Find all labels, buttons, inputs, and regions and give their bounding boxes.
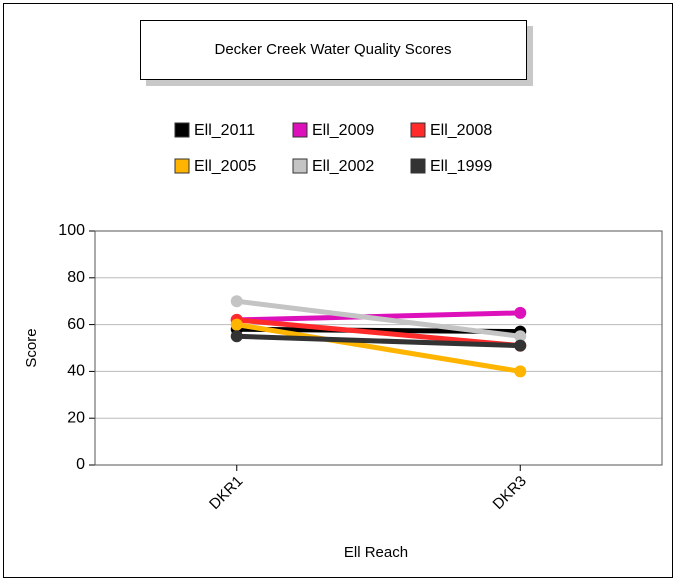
legend-swatch <box>410 158 426 174</box>
point <box>514 339 527 352</box>
legend-swatch <box>174 158 190 174</box>
y-tick-label: 100 <box>58 222 85 239</box>
title-box <box>140 20 527 80</box>
point <box>514 330 527 343</box>
legend-label: Ell_2008 <box>430 122 492 139</box>
legend-label: Ell_2011 <box>194 122 255 139</box>
point <box>514 365 527 378</box>
point <box>230 330 243 343</box>
series-line <box>236 298 521 339</box>
y-tick-label: 60 <box>67 316 85 333</box>
x-axis-label: Ell Reach <box>344 544 408 561</box>
legend-swatch <box>410 122 426 138</box>
chart-title: Decker Creek Water Quality Scores <box>214 41 451 58</box>
series-line <box>236 317 521 349</box>
legend-label: Ell_2002 <box>312 158 374 175</box>
series-line <box>236 322 521 374</box>
y-tick-label: 80 <box>67 269 85 286</box>
y-tick-label: 20 <box>67 409 85 426</box>
plot-border <box>94 230 663 466</box>
series-line <box>236 333 521 349</box>
legend-label: Ell_2009 <box>312 122 374 139</box>
point <box>230 295 243 308</box>
legend-label: Ell_2005 <box>194 158 256 175</box>
y-axis-label: Score <box>23 328 40 367</box>
y-tick-label: 0 <box>76 456 85 473</box>
legend-swatch <box>174 122 190 138</box>
point <box>230 318 243 331</box>
legend-swatch <box>292 158 308 174</box>
legend-label: Ell_1999 <box>430 158 492 175</box>
y-tick-label: 40 <box>67 363 85 380</box>
point <box>514 306 527 319</box>
legend-swatch <box>292 122 308 138</box>
